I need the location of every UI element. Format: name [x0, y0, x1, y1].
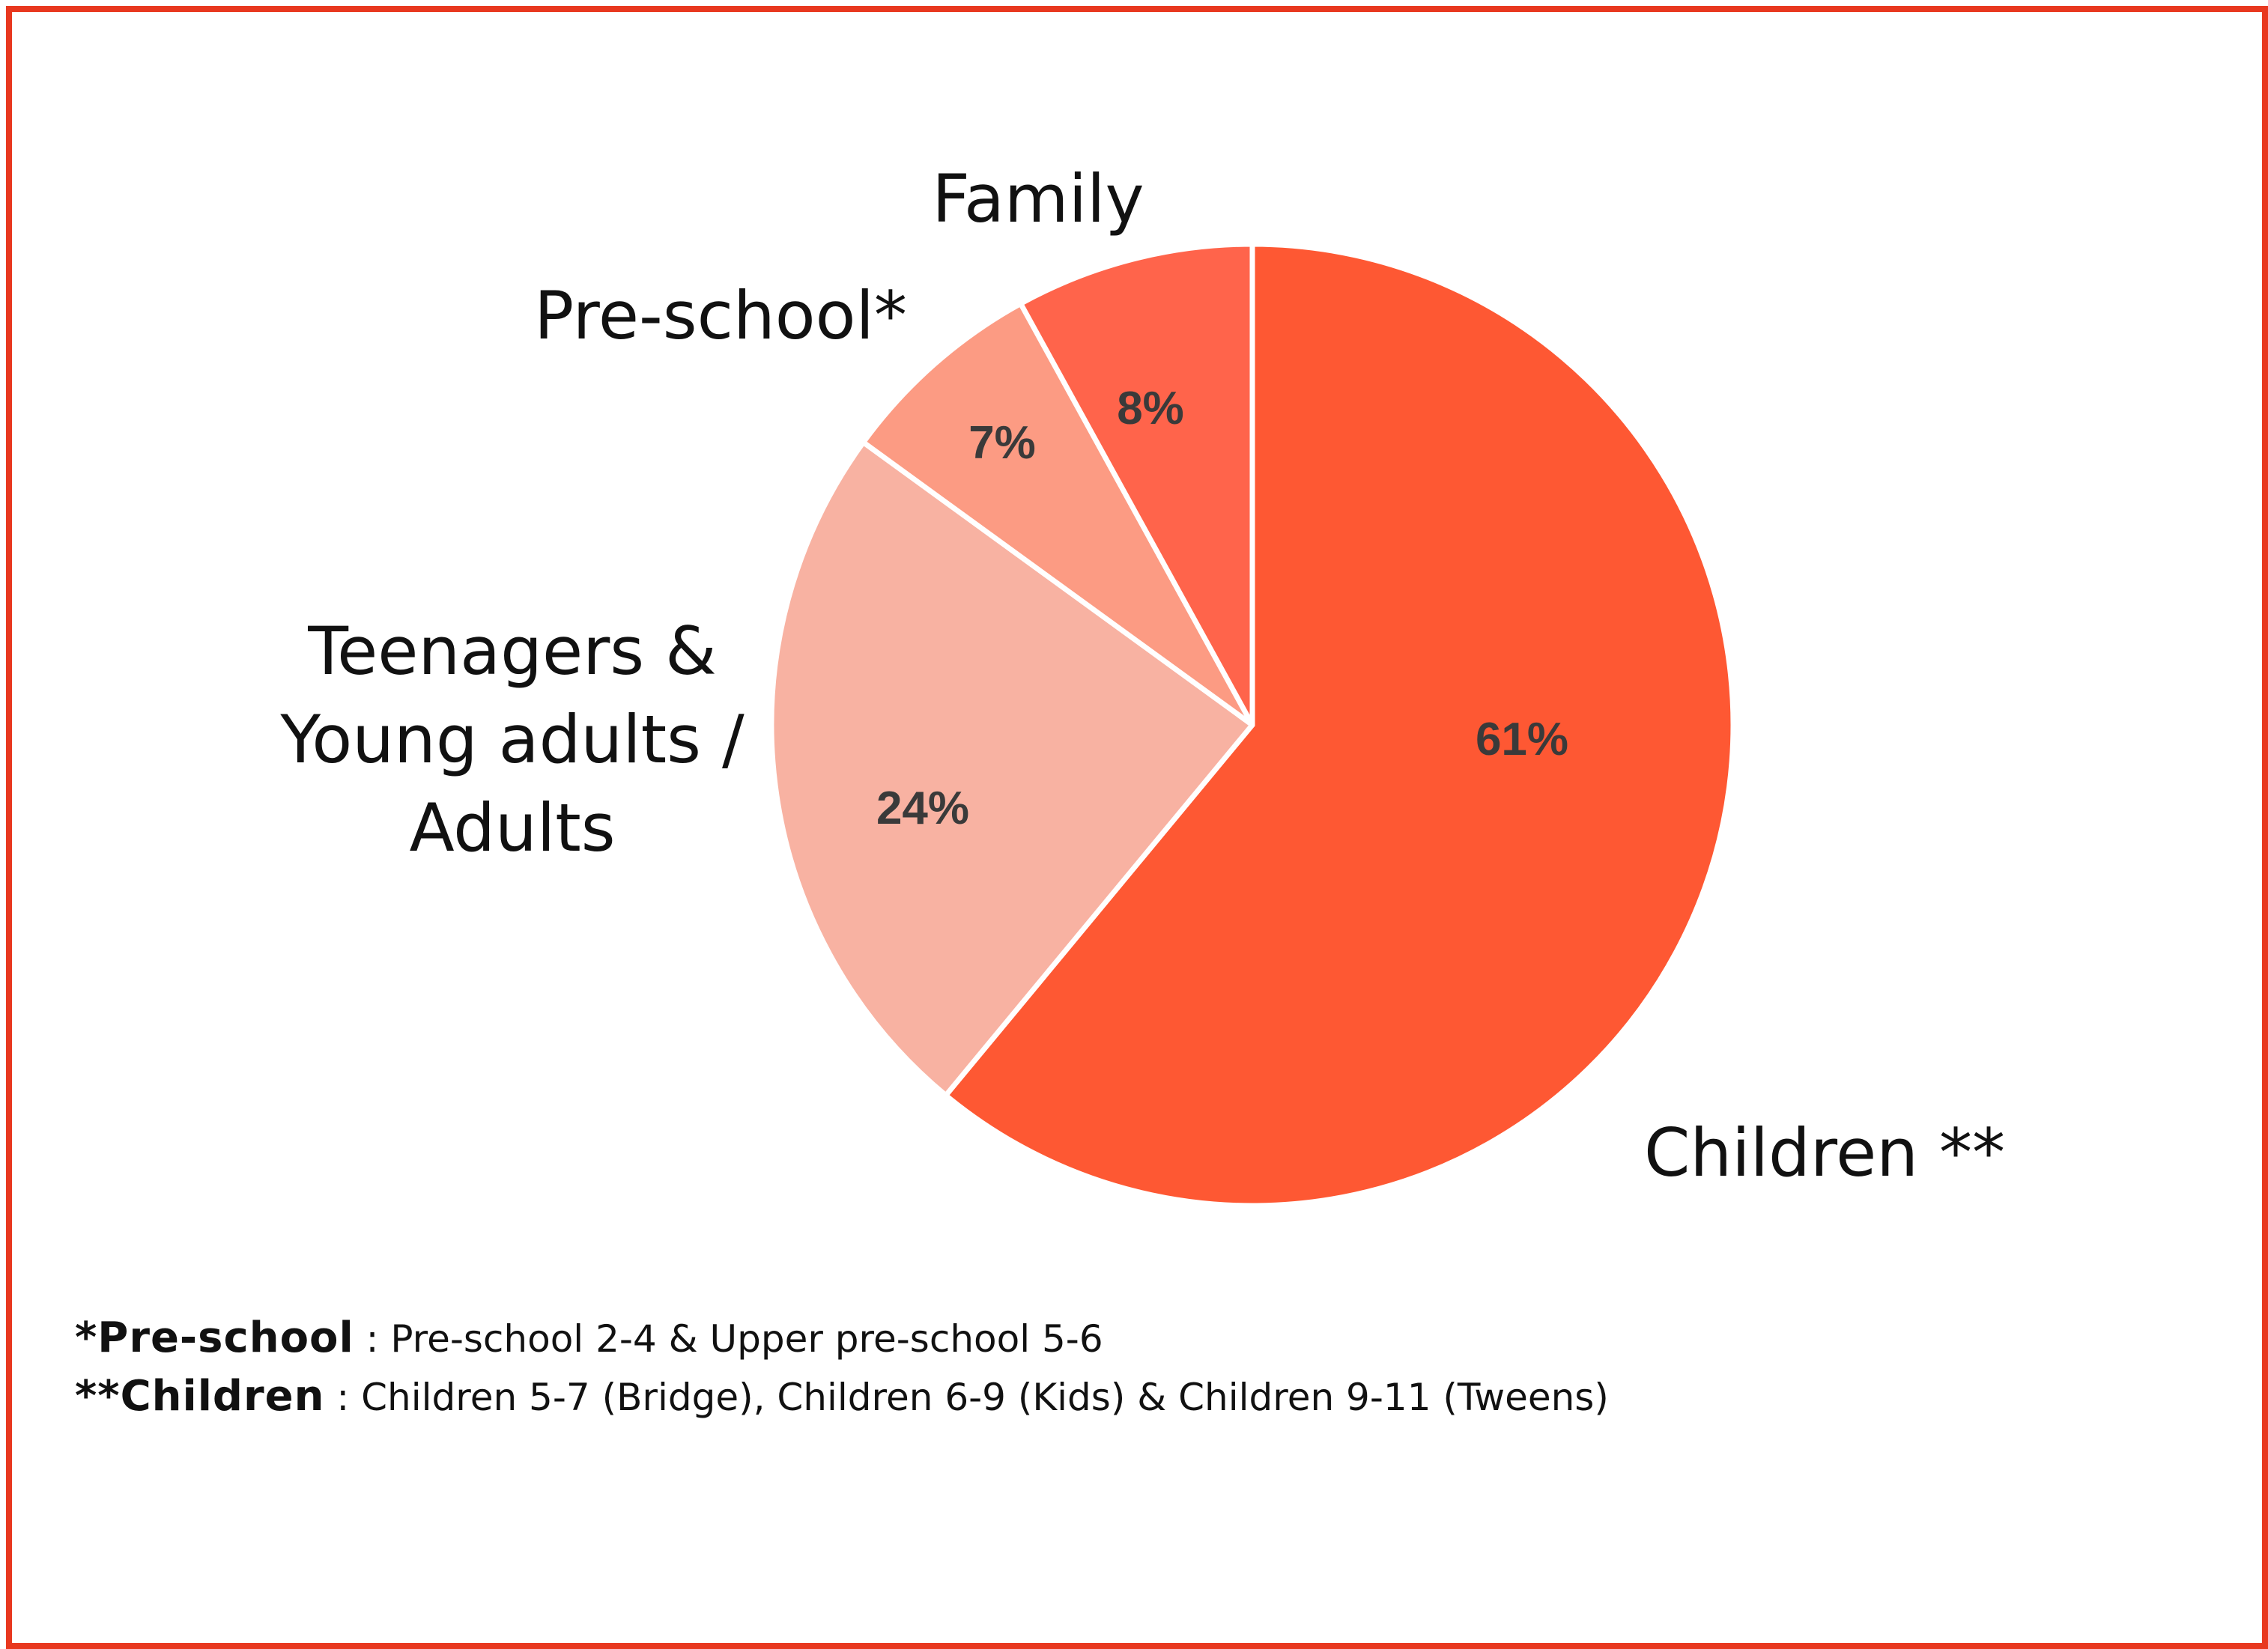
category-label-line: Teenagers &	[307, 613, 716, 690]
pie-slice-teenagers-adults	[768, 440, 1255, 1099]
pie-slice-children	[943, 241, 1736, 1209]
footnote-children-term: **Children	[75, 1372, 325, 1421]
slice-value-labels: 61% 24% 7% 8%	[876, 383, 1568, 834]
value-label-children: 61%	[1476, 714, 1568, 765]
category-label-preschool: Pre-school*	[534, 277, 907, 354]
category-label-line: Children **	[1644, 1114, 2005, 1191]
footnote-children: **Children : Children 5-7 (Bridge), Chil…	[75, 1372, 1609, 1421]
slice-category-labels: Children ** Teenagers & Young adults / Adul…	[279, 160, 2005, 1191]
footnote-preschool: *Pre-school : Pre-school 2-4 & Upper pre…	[75, 1314, 1103, 1362]
category-label-children: Children **	[1644, 1114, 2005, 1191]
pie-slice-preschool	[861, 300, 1255, 728]
footnote-preschool-term: *Pre-school	[75, 1314, 354, 1362]
category-label-family: Family	[932, 160, 1144, 237]
value-label-teenagers-adults: 24%	[876, 783, 969, 834]
footnote-preschool-text: : Pre-school 2-4 & Upper pre-school 5-6	[354, 1317, 1103, 1361]
category-label-line: Pre-school*	[534, 277, 907, 354]
category-label-line: Adults	[409, 789, 615, 866]
value-label-family: 8%	[1117, 383, 1184, 434]
pie-slices	[768, 241, 1736, 1209]
footnote-children-text: : Children 5-7 (Bridge), Children 6-9 (K…	[324, 1376, 1609, 1419]
category-label-line: Young adults /	[279, 701, 745, 778]
category-label-line: Family	[932, 160, 1144, 237]
category-label-teenagers-adults: Teenagers & Young adults / Adults	[279, 613, 745, 866]
value-label-preschool: 7%	[968, 417, 1036, 469]
pie-slice-family	[1018, 241, 1255, 728]
